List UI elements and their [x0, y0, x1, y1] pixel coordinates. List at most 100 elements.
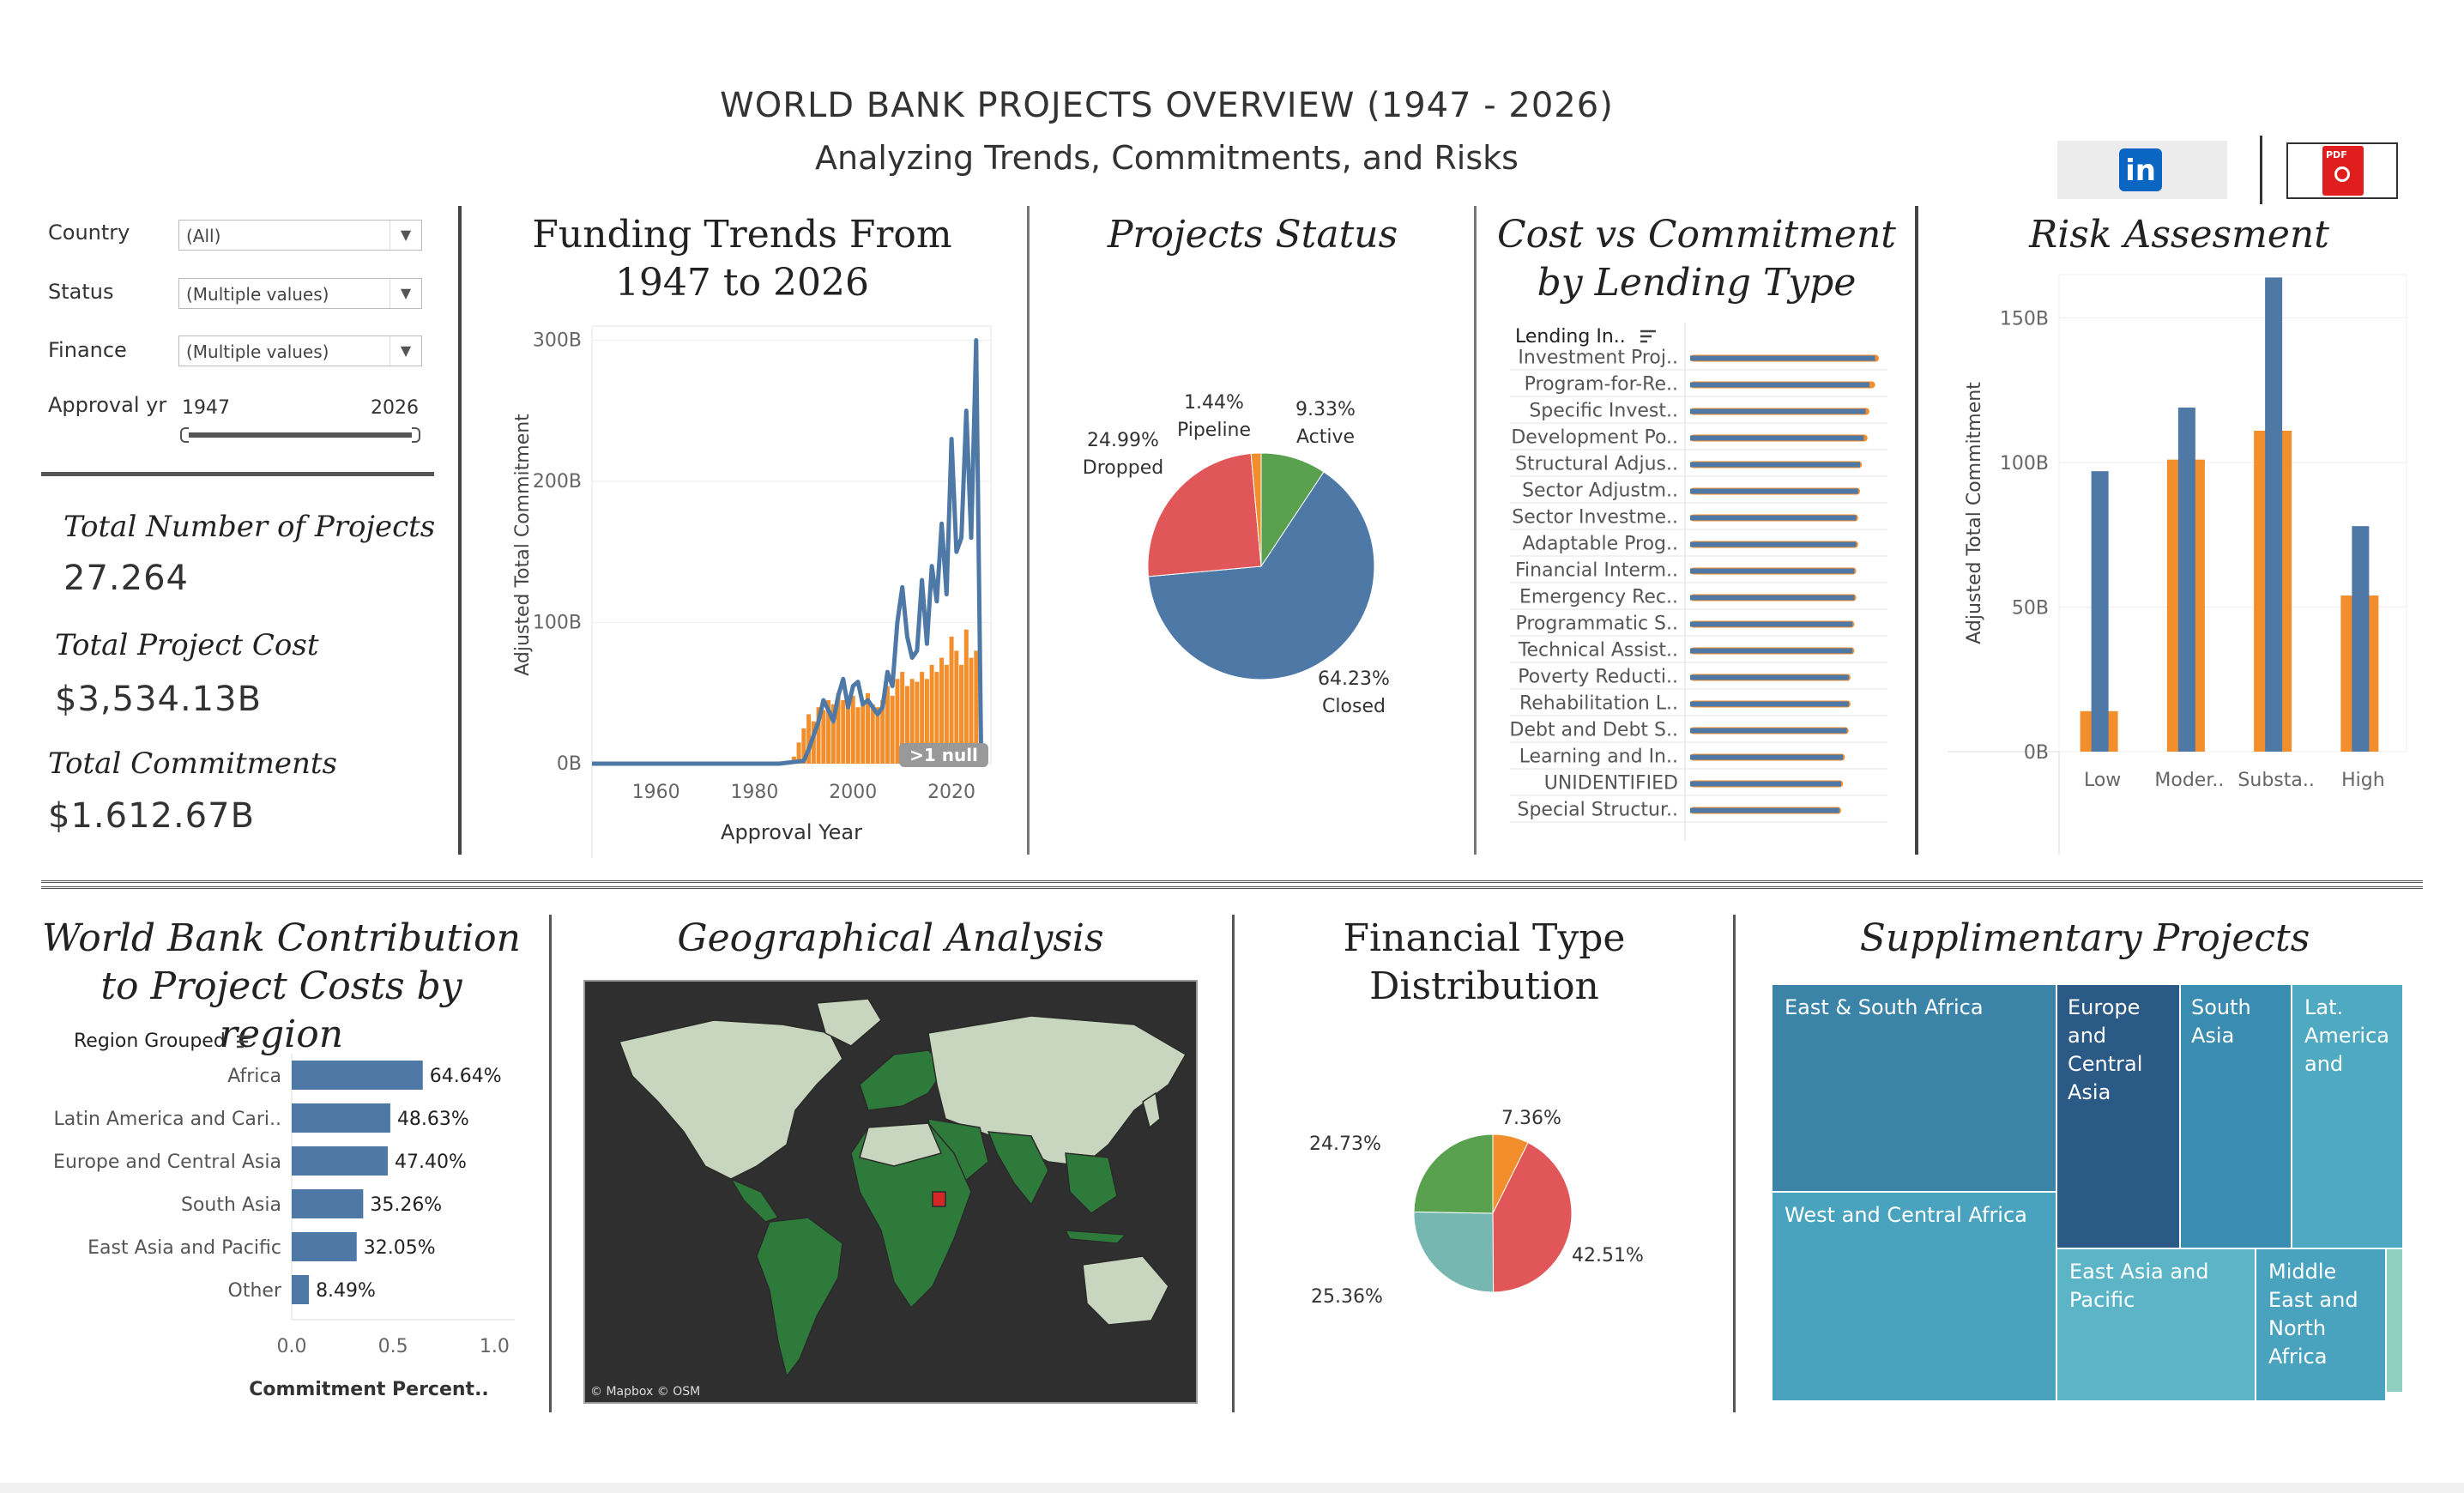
- status-percent-label: 64.23%: [1318, 668, 1390, 690]
- treemap-tile-small[interactable]: [2387, 1249, 2402, 1392]
- country-filter-label: Country: [48, 221, 130, 245]
- lending-commitment-bar: [1690, 435, 1864, 441]
- status-chart-title: Projects Status: [1107, 213, 1398, 257]
- funding-bar: [890, 696, 895, 764]
- status-filter-label: Status: [48, 280, 114, 304]
- region-value-label: 48.63%: [397, 1109, 469, 1130]
- linkedin-button[interactable]: in: [2057, 141, 2227, 199]
- risk-bar-commitment: [2177, 408, 2195, 752]
- funding-bar: [959, 664, 964, 764]
- funding-chart-title: Funding Trends From 1947 to 2026: [532, 213, 952, 305]
- region-value-label: 47.40%: [395, 1151, 467, 1173]
- pdf-button[interactable]: PDF: [2286, 142, 2398, 199]
- separator: [1027, 206, 1030, 855]
- funding-bar: [850, 696, 855, 764]
- funding-chart[interactable]: 0B 100B 200B 300B 1960 1980 2000 2020 Approval Y…: [480, 309, 1012, 858]
- lending-category-label: Sector Investme..: [1512, 507, 1678, 529]
- supp-treemap[interactable]: East & South Africa West and Central Afr…: [1773, 985, 2402, 1400]
- approval-filter-label: Approval yr: [48, 393, 167, 417]
- x-tick-label: 1.0: [480, 1336, 510, 1357]
- treemap-tile-west-central-africa[interactable]: West and Central Africa: [1773, 1193, 2056, 1400]
- funding-bar: [895, 679, 900, 764]
- lending-category-label: Specific Invest..: [1529, 401, 1678, 422]
- map-japan: [1142, 1091, 1161, 1129]
- map-highlight-country: [932, 1191, 946, 1207]
- x-tick-label: Substa..: [2238, 770, 2314, 791]
- slider-handle-min[interactable]: [180, 427, 189, 443]
- section-divider: [41, 880, 2423, 889]
- approval-min-value: 1947: [182, 397, 230, 419]
- treemap-tile-east-asia-pacific[interactable]: East Asia and Pacific: [2057, 1249, 2255, 1400]
- lending-commitment-bar: [1690, 515, 1857, 521]
- fintype-percent-label: 7.36%: [1501, 1108, 1561, 1129]
- y-tick-label: 0B: [2024, 742, 2049, 764]
- funding-bar: [934, 672, 939, 764]
- region-category-label: East Asia and Pacific: [88, 1237, 281, 1259]
- separator: [549, 915, 552, 1412]
- status-pie-chart[interactable]: 9.33% Active 1.44% Pipeline 24.99% Dropped 64.…: [1042, 360, 1463, 738]
- x-tick-label: 0.0: [277, 1336, 307, 1357]
- lending-category-label: Programmatic S..: [1515, 614, 1678, 635]
- y-axis-label: Adjusted Total Commitment: [1964, 382, 1985, 644]
- slider-handle-max[interactable]: [412, 427, 420, 443]
- status-percent-label: 9.33%: [1295, 399, 1356, 420]
- funding-bar: [801, 728, 806, 764]
- map-north-america: [618, 1019, 843, 1180]
- treemap-tile-east-south-africa[interactable]: East & South Africa: [1773, 985, 2056, 1191]
- y-tick-label: 50B: [2012, 598, 2049, 620]
- funding-bar: [796, 742, 801, 764]
- approval-year-slider[interactable]: [180, 427, 420, 443]
- separator: [1915, 206, 1918, 855]
- null-badge-bg: [899, 743, 988, 767]
- chevron-down-icon: ▼: [390, 336, 421, 366]
- finance-filter-dropdown[interactable]: (Multiple values) ▼: [178, 335, 422, 366]
- funding-bar: [806, 714, 812, 764]
- finance-filter-label: Finance: [48, 338, 127, 362]
- funding-bar: [904, 686, 909, 764]
- chevron-down-icon: ▼: [390, 221, 421, 250]
- y-tick-label: 0B: [557, 753, 582, 775]
- y-tick-label: 300B: [533, 329, 582, 351]
- lending-chart[interactable]: Lending In..Investment Proj.. Program-for…: [1493, 317, 1905, 849]
- approval-max-value: 2026: [371, 397, 419, 419]
- region-category-label: Latin America and Cari..: [53, 1109, 281, 1130]
- bottom-scrollbar[interactable]: [0, 1483, 2464, 1493]
- status-filter-dropdown[interactable]: (Multiple values) ▼: [178, 278, 422, 309]
- world-map-shapes: [618, 998, 1187, 1378]
- sort-icon: [1640, 329, 1656, 343]
- lending-category-label: Technical Assist..: [1518, 640, 1678, 662]
- lending-commitment-bar: [1690, 781, 1841, 787]
- funding-bar: [885, 686, 890, 764]
- treemap-tile-south-asia[interactable]: South Asia: [2181, 985, 2291, 1248]
- risk-chart[interactable]: 0B 50B 100B 150B Adjusted Total Commitment Lo…: [1939, 266, 2419, 858]
- y-tick-label: 100B: [2000, 453, 2049, 474]
- lending-category-label: Development Po..: [1511, 427, 1678, 449]
- kpi-commitments-label: Total Commitments: [48, 746, 337, 781]
- treemap-tile-middle-east[interactable]: Middle East and North Africa: [2256, 1249, 2385, 1400]
- country-filter-dropdown[interactable]: (All) ▼: [178, 220, 422, 251]
- chevron-down-icon: ▼: [390, 279, 421, 308]
- funding-bar: [865, 692, 870, 764]
- separator: [1474, 206, 1477, 855]
- map-south-asia: [987, 1131, 1049, 1206]
- lending-commitment-bar: [1690, 408, 1866, 414]
- region-chart-title: World Bank Contribution to Project Costs…: [42, 916, 521, 1056]
- risk-bar-commitment: [2091, 471, 2109, 752]
- status-filter-value: (Multiple values): [186, 284, 329, 305]
- lending-commitment-bar: [1690, 382, 1869, 388]
- map-africa: [850, 1122, 972, 1309]
- fintype-pie-chart[interactable]: 7.36% 42.51% 25.36% 24.73%: [1244, 1090, 1707, 1321]
- status-percent-label: 1.44%: [1184, 392, 1244, 414]
- separator: [1733, 915, 1736, 1412]
- map-central-america: [729, 1177, 780, 1223]
- treemap-tile-latin-america[interactable]: Lat. America and: [2292, 985, 2402, 1248]
- funding-bar: [841, 699, 846, 764]
- region-category-label: Africa: [227, 1066, 281, 1087]
- risk-bar-commitment: [2265, 277, 2283, 752]
- world-map[interactable]: © Mapbox © OSM: [583, 980, 1198, 1404]
- finance-filter-value: (Multiple values): [186, 342, 329, 362]
- map-south-america: [756, 1217, 843, 1378]
- treemap-tile-europe-central-asia[interactable]: Europe and Central Asia: [2057, 985, 2179, 1248]
- x-tick-label: 0.5: [378, 1336, 408, 1357]
